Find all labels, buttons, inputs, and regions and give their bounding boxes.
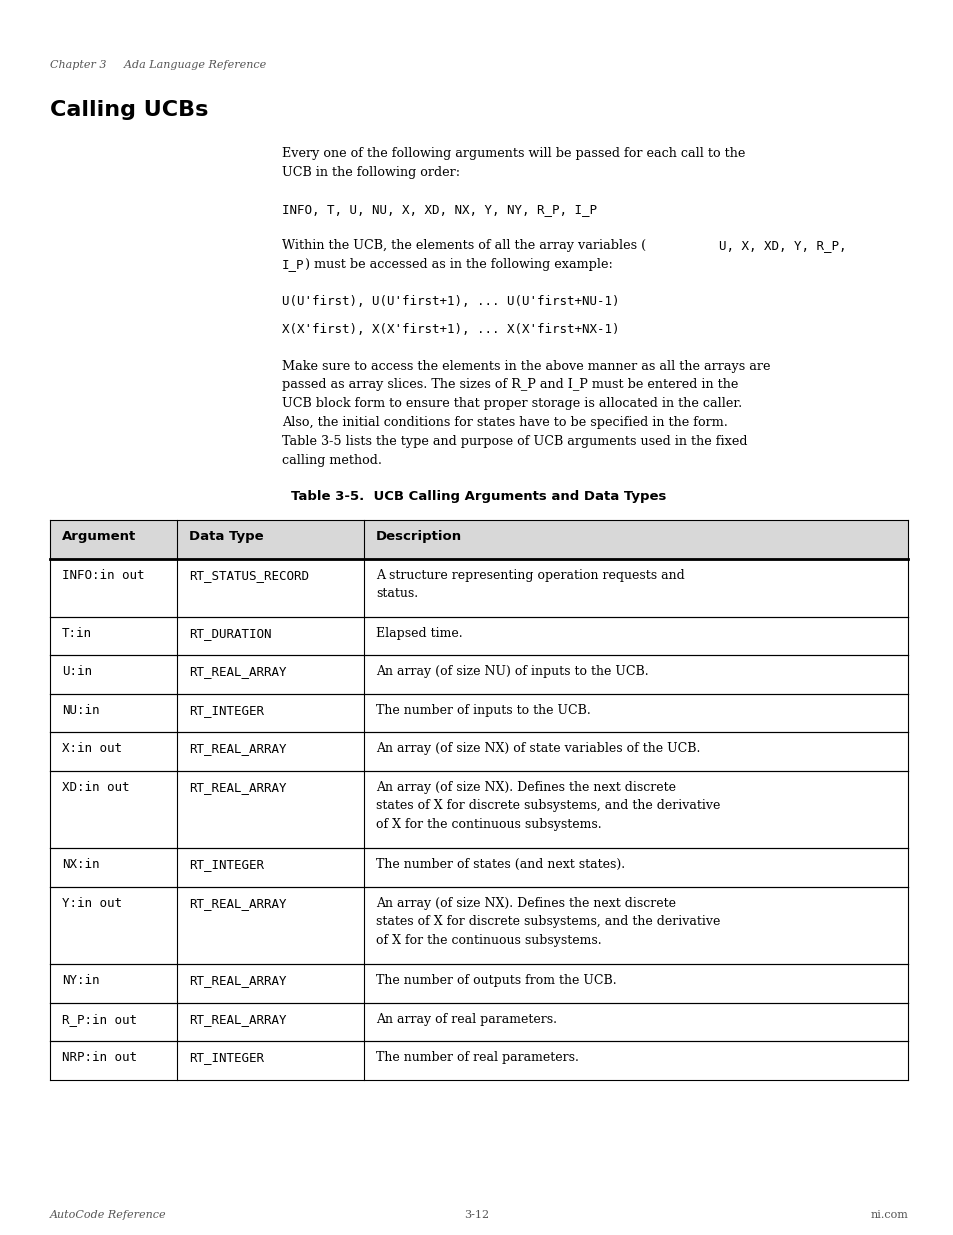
Text: An array (of size NX) of state variables of the UCB.: An array (of size NX) of state variables… <box>375 742 700 756</box>
Text: U(U'first), U(U'first+1), ... U(U'first+NU-1): U(U'first), U(U'first+1), ... U(U'first+… <box>282 295 618 308</box>
Text: states of X for discrete subsystems, and the derivative: states of X for discrete subsystems, and… <box>375 915 720 929</box>
Text: XD:in out: XD:in out <box>62 781 130 794</box>
Text: Also, the initial conditions for states have to be specified in the form.: Also, the initial conditions for states … <box>282 416 727 429</box>
Text: Argument: Argument <box>62 530 136 543</box>
Text: An array (of size NX). Defines the next discrete: An array (of size NX). Defines the next … <box>375 781 676 794</box>
Bar <box>50 520 907 559</box>
Text: calling method.: calling method. <box>282 453 381 467</box>
Text: Table 3-5.  UCB Calling Arguments and Data Types: Table 3-5. UCB Calling Arguments and Dat… <box>291 490 666 504</box>
Text: RT_INTEGER: RT_INTEGER <box>189 1051 264 1065</box>
Text: Every one of the following arguments will be passed for each call to the: Every one of the following arguments wil… <box>282 147 744 161</box>
Bar <box>50 965 907 1003</box>
Text: of X for the continuous subsystems.: of X for the continuous subsystems. <box>375 818 601 831</box>
Text: Y:in out: Y:in out <box>62 897 122 910</box>
Text: AutoCode Reference: AutoCode Reference <box>50 1210 167 1220</box>
Text: ) must be accessed as in the following example:: ) must be accessed as in the following e… <box>304 258 612 272</box>
Text: ni.com: ni.com <box>869 1210 907 1220</box>
Text: I_P: I_P <box>282 258 304 272</box>
Text: RT_REAL_ARRAY: RT_REAL_ARRAY <box>189 742 286 756</box>
Text: UCB block form to ensure that proper storage is allocated in the caller.: UCB block form to ensure that proper sto… <box>282 398 741 410</box>
Text: X(X'first), X(X'first+1), ... X(X'first+NX-1): X(X'first), X(X'first+1), ... X(X'first+… <box>282 322 618 336</box>
Text: The number of inputs to the UCB.: The number of inputs to the UCB. <box>375 704 590 716</box>
Text: RT_DURATION: RT_DURATION <box>189 627 272 640</box>
Bar <box>50 771 907 848</box>
Text: NY:in: NY:in <box>62 974 99 988</box>
Text: U, X, XD, Y, R_P,: U, X, XD, Y, R_P, <box>719 240 845 252</box>
Text: Data Type: Data Type <box>189 530 263 543</box>
Text: Make sure to access the elements in the above manner as all the arrays are: Make sure to access the elements in the … <box>282 359 770 373</box>
Text: NX:in: NX:in <box>62 858 99 872</box>
Text: The number of real parameters.: The number of real parameters. <box>375 1051 578 1065</box>
Text: Elapsed time.: Elapsed time. <box>375 627 462 640</box>
Text: RT_INTEGER: RT_INTEGER <box>189 704 264 716</box>
Text: of X for the continuous subsystems.: of X for the continuous subsystems. <box>375 934 601 947</box>
Text: An array (of size NU) of inputs to the UCB.: An array (of size NU) of inputs to the U… <box>375 666 648 678</box>
Text: Chapter 3     Ada Language Reference: Chapter 3 Ada Language Reference <box>50 61 266 70</box>
Bar <box>50 887 907 965</box>
Bar <box>50 1003 907 1041</box>
Text: RT_REAL_ARRAY: RT_REAL_ARRAY <box>189 1013 286 1026</box>
Bar <box>50 1041 907 1079</box>
Bar <box>50 559 907 618</box>
Bar <box>50 848 907 887</box>
Text: NU:in: NU:in <box>62 704 99 716</box>
Text: An array of real parameters.: An array of real parameters. <box>375 1013 557 1026</box>
Text: U:in: U:in <box>62 666 91 678</box>
Text: T:in: T:in <box>62 627 91 640</box>
Text: The number of outputs from the UCB.: The number of outputs from the UCB. <box>375 974 616 988</box>
Text: passed as array slices. The sizes of R_P and I_P must be entered in the: passed as array slices. The sizes of R_P… <box>282 378 738 391</box>
Bar <box>50 656 907 694</box>
Text: INFO:in out: INFO:in out <box>62 569 144 582</box>
Text: Table 3-5 lists the type and purpose of UCB arguments used in the fixed: Table 3-5 lists the type and purpose of … <box>282 435 747 448</box>
Text: An array (of size NX). Defines the next discrete: An array (of size NX). Defines the next … <box>375 897 676 910</box>
Text: R_P:in out: R_P:in out <box>62 1013 137 1026</box>
Text: NRP:in out: NRP:in out <box>62 1051 137 1065</box>
Text: RT_INTEGER: RT_INTEGER <box>189 858 264 872</box>
Text: UCB in the following order:: UCB in the following order: <box>282 165 459 179</box>
Text: status.: status. <box>375 588 417 600</box>
Text: RT_REAL_ARRAY: RT_REAL_ARRAY <box>189 781 286 794</box>
Text: Within the UCB, the elements of all the array variables (: Within the UCB, the elements of all the … <box>282 240 645 252</box>
Text: Description: Description <box>375 530 461 543</box>
Text: Calling UCBs: Calling UCBs <box>50 100 208 120</box>
Bar <box>50 618 907 656</box>
Text: RT_REAL_ARRAY: RT_REAL_ARRAY <box>189 666 286 678</box>
Bar <box>50 732 907 771</box>
Text: RT_REAL_ARRAY: RT_REAL_ARRAY <box>189 897 286 910</box>
Text: The number of states (and next states).: The number of states (and next states). <box>375 858 624 872</box>
Text: INFO, T, U, NU, X, XD, NX, Y, NY, R_P, I_P: INFO, T, U, NU, X, XD, NX, Y, NY, R_P, I… <box>282 203 597 216</box>
Text: A structure representing operation requests and: A structure representing operation reque… <box>375 569 684 582</box>
Text: states of X for discrete subsystems, and the derivative: states of X for discrete subsystems, and… <box>375 799 720 813</box>
Text: RT_STATUS_RECORD: RT_STATUS_RECORD <box>189 569 309 582</box>
Text: 3-12: 3-12 <box>464 1210 489 1220</box>
Text: RT_REAL_ARRAY: RT_REAL_ARRAY <box>189 974 286 988</box>
Text: X:in out: X:in out <box>62 742 122 756</box>
Bar <box>50 694 907 732</box>
